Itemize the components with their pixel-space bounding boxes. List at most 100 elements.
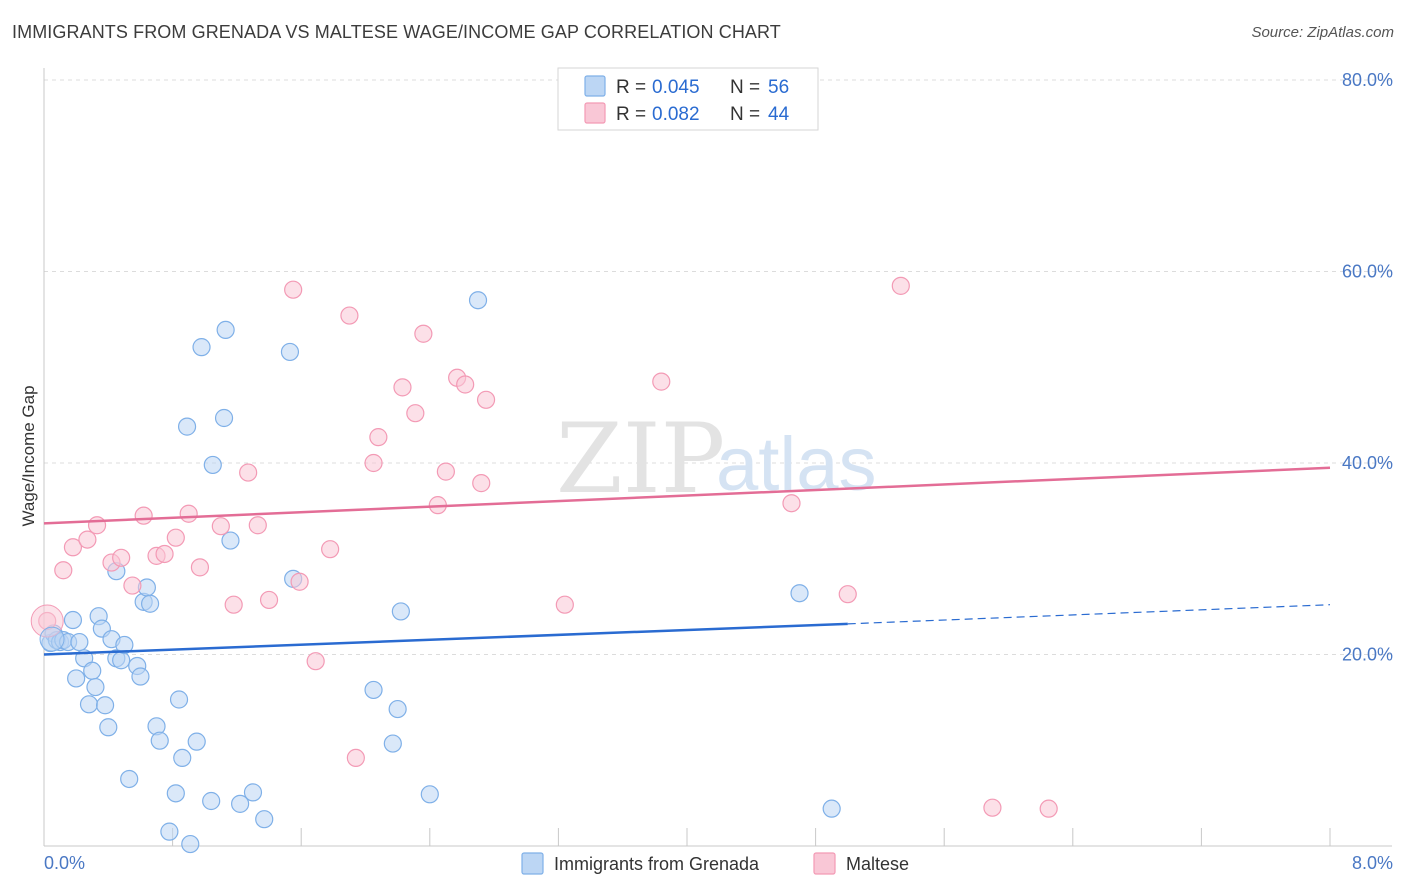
grenada-trend-extension [847, 604, 1331, 625]
y-tick-label: 40.0% [1342, 453, 1393, 473]
y-tick-labels: 20.0% 40.0% 60.0% 80.0% [1342, 70, 1393, 665]
grenada-point [221, 531, 240, 550]
maltese-point [190, 558, 210, 577]
maltese-point [436, 462, 455, 481]
maltese-point [155, 544, 174, 564]
y-tick-label: 20.0% [1342, 645, 1393, 665]
bottom-legend-label-grenada: Immigrants from Grenada [554, 854, 760, 874]
maltese-point [1039, 799, 1058, 818]
trend-lines [43, 466, 1331, 656]
maltese-point [652, 372, 671, 391]
grenada-point [468, 291, 488, 310]
grenada-point [243, 783, 263, 802]
bottom-legend-label-maltese: Maltese [846, 854, 909, 874]
maltese-point [259, 590, 279, 610]
grenada-point [181, 834, 200, 854]
grenada-point [192, 338, 211, 357]
grenada-point [140, 594, 160, 613]
x-tick-label: 8.0% [1352, 853, 1393, 873]
y-axis-label: Wage/Income Gap [19, 385, 38, 526]
grenada-point [202, 791, 221, 811]
legend-r-value-grenada: 0.045 [652, 77, 700, 98]
series-legend: Immigrants from Grenada Maltese [521, 852, 909, 875]
legend-swatch-grenada [584, 75, 606, 97]
maltese-point [112, 548, 131, 567]
x-tick-labels: 0.0% 8.0% [44, 853, 1393, 873]
maltese-point [983, 798, 1002, 817]
maltese-point [414, 324, 433, 343]
bottom-legend-swatch-grenada [521, 852, 544, 875]
maltese-point [393, 378, 412, 397]
grenada-trend-line [43, 622, 848, 656]
grenada-point [169, 690, 189, 709]
maltese-point [782, 494, 801, 513]
maltese-point [340, 306, 359, 325]
grenada-point [203, 455, 222, 475]
grenada-point [67, 669, 86, 688]
grenada-point [364, 680, 383, 700]
grenada-point [150, 731, 169, 750]
grenada-point [255, 810, 274, 829]
maltese-point [123, 576, 142, 595]
legend-n-label-grenada: N = [730, 77, 760, 98]
grenada-point [822, 799, 841, 818]
legend-r-value-maltese: 0.082 [652, 104, 700, 125]
maltese-point [284, 280, 303, 299]
grenada-point [187, 732, 206, 751]
grenada-point [95, 696, 115, 715]
grenada-point [280, 342, 300, 362]
grenada-point [99, 718, 118, 737]
maltese-point [166, 528, 185, 547]
legend-r-label-grenada: R = [616, 77, 646, 98]
grenada-point [79, 695, 99, 714]
grenada-point [231, 794, 250, 813]
maltese-trend-line [43, 466, 1331, 525]
source-label: Source: ZipAtlas.com [1251, 24, 1394, 41]
grenada-point [112, 651, 131, 670]
legend-swatch-maltese [584, 102, 606, 124]
maltese-point [224, 595, 243, 614]
maltese-point [321, 540, 340, 559]
y-tick-label: 60.0% [1342, 262, 1393, 282]
maltese-point [891, 276, 910, 295]
maltese-point [306, 652, 325, 671]
maltese-point [838, 585, 857, 604]
maltese-point [87, 516, 107, 535]
grenada-point [420, 785, 439, 804]
legend-n-value-maltese: 44 [768, 104, 790, 125]
x-tick-label: 0.0% [44, 853, 85, 873]
legend-r-label-maltese: R = [616, 104, 646, 125]
grenada-point [790, 584, 809, 603]
maltese-point [54, 561, 73, 580]
maltese-point [555, 595, 574, 614]
grenada-point [391, 602, 410, 621]
maltese-point [346, 748, 365, 768]
maltese-point [211, 517, 230, 536]
legend-n-value-grenada: 56 [768, 77, 789, 98]
grenada-point-cluster [39, 626, 65, 652]
grenada-point [63, 610, 83, 630]
grenada-point [173, 748, 192, 768]
grenada-point [115, 635, 134, 655]
grenada-point [160, 822, 179, 841]
maltese-point [476, 390, 496, 409]
grenada-point [83, 661, 102, 680]
maltese-point [78, 530, 97, 549]
grenada-point [86, 677, 105, 697]
grenada-point [70, 632, 89, 652]
maltese-point [248, 516, 267, 535]
grenada-point [388, 699, 407, 719]
grenada-point [177, 417, 197, 436]
maltese-point [179, 504, 198, 523]
maltese-point [369, 428, 388, 447]
grenada-point [166, 784, 185, 803]
data-points [30, 101, 1058, 854]
correlation-legend: R = 0.045 N = 56 R = 0.082 N = 44 [557, 67, 819, 131]
chart-title: IMMIGRANTS FROM GRENADA VS MALTESE WAGE/… [12, 22, 781, 42]
grenada-point [131, 667, 150, 686]
maltese-point [134, 506, 153, 525]
grenada-point [214, 408, 234, 428]
maltese-point [364, 453, 383, 473]
bottom-legend-swatch-maltese [813, 852, 836, 875]
